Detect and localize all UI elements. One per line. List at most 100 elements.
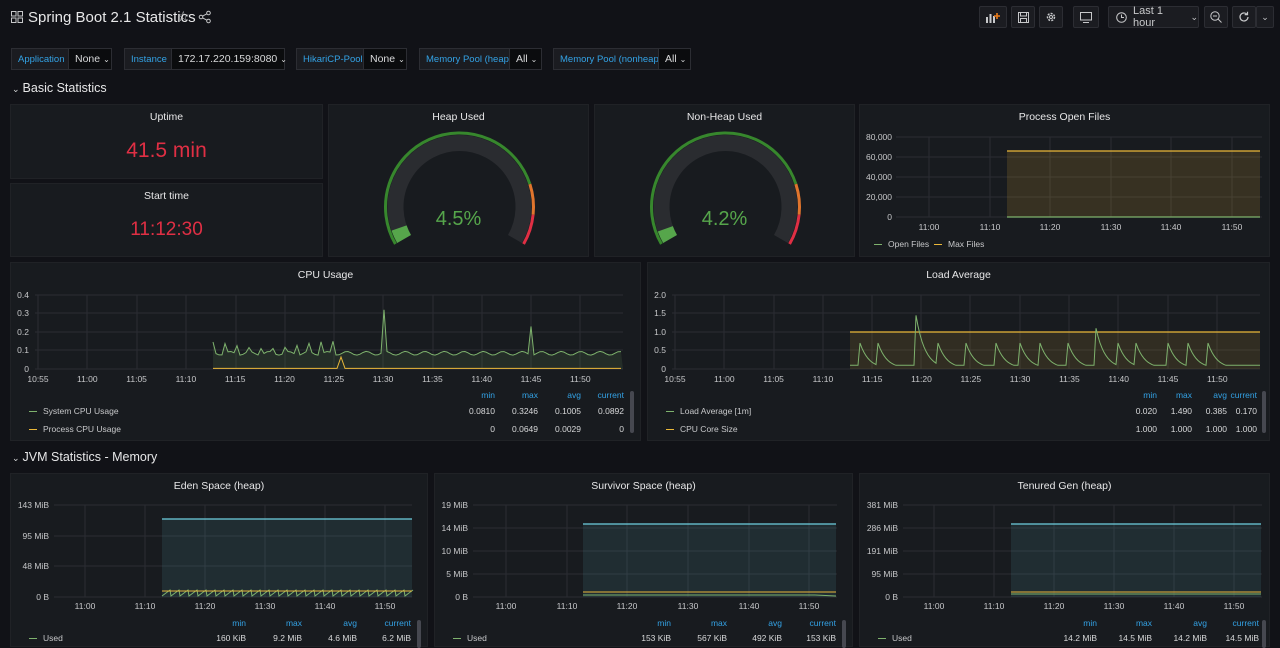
y-tick: 5 MiB <box>446 569 468 579</box>
legend-header-max[interactable]: max <box>710 618 727 628</box>
legend-cpu-core-size[interactable]: CPU Core Size <box>666 424 738 434</box>
panel-title[interactable]: Eden Space (heap) <box>173 480 265 492</box>
panel-title[interactable]: CPU Usage <box>297 269 354 281</box>
dashboards-icon[interactable] <box>11 11 23 23</box>
legend-header-avg[interactable]: avg <box>1193 618 1207 628</box>
legend-header-min[interactable]: min <box>1083 618 1097 628</box>
legend-value: 1.000 <box>1205 424 1227 434</box>
legend-header-max[interactable]: max <box>521 390 538 400</box>
x-tick: 11:10 <box>984 601 1005 611</box>
legend-header-avg[interactable]: avg <box>768 618 782 628</box>
row-title: JVM Statistics - Memory <box>22 450 158 464</box>
refresh-icon <box>1239 11 1249 22</box>
legend-system-cpu[interactable]: System CPU Usage <box>29 406 119 416</box>
time-picker-button[interactable]: Last 1 hour ⌄ <box>1108 5 1199 29</box>
add-panel-button[interactable] <box>979 6 1007 28</box>
legend-header-current[interactable]: current <box>809 618 836 628</box>
x-tick: 11:50 <box>1224 601 1245 611</box>
settings-button[interactable] <box>1039 6 1063 28</box>
x-tick: 11:20 <box>195 601 216 611</box>
x-tick: 11:10 <box>557 601 578 611</box>
row-jvm-statistics-memory[interactable]: ⌄ JVM Statistics - Memory <box>12 450 157 464</box>
tenured-gen-panel: Tenured Gen (heap) 381 MiB 286 MiB 191 M… <box>859 473 1270 648</box>
gauge-track <box>387 135 532 243</box>
x-tick: 11:30 <box>678 601 699 611</box>
legend-scrollbar[interactable] <box>842 620 846 648</box>
tv-mode-button[interactable] <box>1073 6 1099 28</box>
legend-header-current[interactable]: current <box>384 618 411 628</box>
y-tick: 0.4 <box>17 290 29 300</box>
gauge-threshold-red <box>788 214 801 245</box>
x-tick: 11:25 <box>960 374 981 384</box>
variable-instance-select[interactable]: 172.17.220.159:8080 ⌄ <box>171 48 287 70</box>
dashboard-title[interactable]: Spring Boot 2.1 Statistics <box>28 9 196 26</box>
panel-title[interactable]: Heap Used <box>432 111 485 123</box>
cpu-usage-panel: CPU Usage 0.4 0.3 0.2 0.1 0 10:55 11:00 11… <box>10 262 641 441</box>
y-tick: 286 MiB <box>867 523 899 533</box>
legend-max-files[interactable]: Max Files <box>934 239 984 249</box>
save-dashboard-button[interactable] <box>1011 6 1035 28</box>
legend-open-files[interactable]: Open Files <box>874 239 929 249</box>
variable-hikaricp-pool-select[interactable]: None ⌄ <box>363 48 407 70</box>
legend-header-current[interactable]: current <box>597 390 624 400</box>
heap-used-panel: Heap Used 4.5% <box>328 104 589 257</box>
panel-title[interactable]: Non-Heap Used <box>686 111 763 123</box>
x-tick: 11:40 <box>1164 601 1185 611</box>
legend-load-average-1m[interactable]: Load Average [1m] <box>666 406 751 416</box>
variable-application-select[interactable]: None ⌄ <box>68 48 112 70</box>
legend-scrollbar[interactable] <box>417 620 421 648</box>
panel-title[interactable]: Load Average <box>926 269 991 281</box>
x-tick: 11:10 <box>135 601 156 611</box>
legend-header-max[interactable]: max <box>285 618 302 628</box>
variable-memory-pool-nonheap-select[interactable]: All ⌄ <box>658 48 691 70</box>
gauge-threshold-red <box>522 214 535 245</box>
gauge-value-arc <box>391 225 412 243</box>
uptime-value: 41.5 min <box>126 139 207 162</box>
variable-memory-pool-heap-select[interactable]: All ⌄ <box>509 48 542 70</box>
legend-process-cpu[interactable]: Process CPU Usage <box>29 424 121 434</box>
legend-used[interactable]: Used <box>453 633 487 643</box>
legend-scrollbar[interactable] <box>1262 620 1266 648</box>
legend-header-min[interactable]: min <box>481 390 495 400</box>
x-tick: 11:20 <box>274 374 295 384</box>
chevron-down-icon: ⌄ <box>103 54 110 64</box>
panel-title[interactable]: Survivor Space (heap) <box>591 480 696 492</box>
panel-title[interactable]: Process Open Files <box>1018 111 1111 123</box>
legend-header-avg[interactable]: avg <box>1213 390 1227 400</box>
legend-scrollbar[interactable] <box>1262 391 1266 433</box>
x-tick: 11:30 <box>373 374 394 384</box>
x-tick: 11:10 <box>813 374 834 384</box>
legend-header-current[interactable]: current <box>1230 390 1257 400</box>
legend-used[interactable]: Used <box>29 633 63 643</box>
zoom-out-button[interactable] <box>1204 6 1228 28</box>
legend-used[interactable]: Used <box>878 633 912 643</box>
legend-header-max[interactable]: max <box>1135 618 1152 628</box>
gear-icon <box>1046 12 1056 22</box>
x-tick: 11:20 <box>617 601 638 611</box>
legend-header-current[interactable]: current <box>1232 618 1259 628</box>
legend-header-min[interactable]: min <box>1143 390 1157 400</box>
legend-value: 160 KiB <box>216 633 246 643</box>
legend-value: 0.170 <box>1235 406 1257 416</box>
panel-title[interactable]: Tenured Gen (heap) <box>1017 480 1112 492</box>
x-tick: 11:00 <box>75 601 96 611</box>
tv-mode-icon <box>1080 11 1092 23</box>
legend-header-max[interactable]: max <box>1175 390 1192 400</box>
x-tick: 11:05 <box>126 374 147 384</box>
survivor-space-graph: 19 MiB 14 MiB 10 MiB 5 MiB 0 B 11:00 11:… <box>442 500 837 611</box>
x-tick: 11:15 <box>225 374 246 384</box>
legend-label: Process CPU Usage <box>43 424 121 434</box>
legend-header-avg[interactable]: avg <box>343 618 357 628</box>
row-basic-statistics[interactable]: ⌄ Basic Statistics <box>12 81 107 95</box>
legend-header-min[interactable]: min <box>232 618 246 628</box>
legend-header-min[interactable]: min <box>657 618 671 628</box>
share-icon[interactable] <box>198 10 211 24</box>
refresh-button[interactable] <box>1232 6 1256 28</box>
refresh-interval-dropdown[interactable]: ⌄ <box>1256 6 1274 28</box>
y-tick: 48 MiB <box>23 561 50 571</box>
star-icon[interactable]: ☆ <box>177 8 190 24</box>
panel-title[interactable]: Start time <box>144 190 189 202</box>
legend-header-avg[interactable]: avg <box>567 390 581 400</box>
legend-scrollbar[interactable] <box>630 391 634 433</box>
panel-title[interactable]: Uptime <box>149 111 184 123</box>
